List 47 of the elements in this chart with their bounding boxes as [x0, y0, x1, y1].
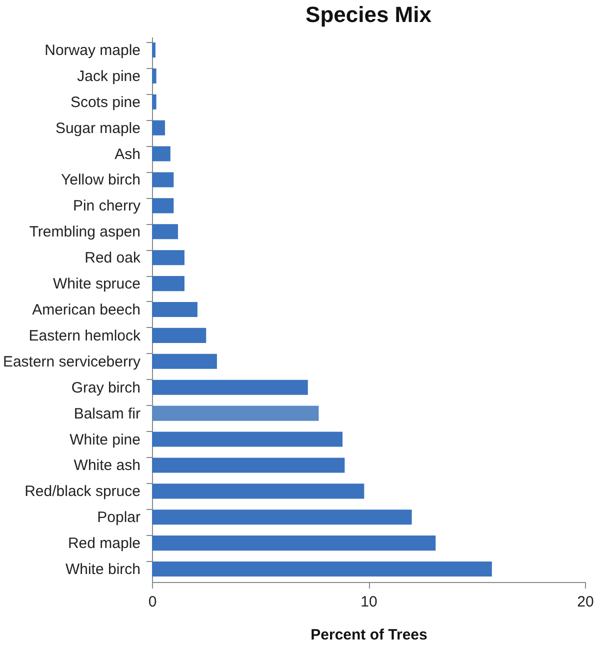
x-axis-title: Percent of Trees — [310, 626, 428, 644]
y-tick-label: Sugar maple — [55, 120, 140, 137]
y-tick-label: Trembling aspen — [29, 224, 140, 241]
bar — [152, 458, 345, 473]
bar — [152, 562, 492, 577]
bar — [152, 536, 436, 551]
bar — [152, 224, 178, 240]
bar — [152, 510, 412, 525]
bar — [152, 42, 156, 58]
bar — [152, 380, 308, 395]
y-tick-label: White ash — [74, 457, 140, 474]
x-tick-label: 20 — [577, 594, 594, 610]
bar — [152, 250, 184, 266]
bar — [152, 354, 217, 369]
bar — [152, 484, 364, 499]
bar — [152, 68, 156, 84]
y-tick-label: Red oak — [84, 250, 141, 267]
bar — [152, 406, 319, 421]
y-tick-label: Norway maple — [44, 42, 140, 59]
y-tick-label: Eastern serviceberry — [2, 353, 141, 370]
y-tick-label: White birch — [65, 561, 140, 578]
y-tick-label: Balsam fir — [74, 405, 140, 422]
y-tick-label: American beech — [32, 302, 140, 318]
bar — [152, 146, 170, 162]
y-tick-label: Scots pine — [70, 94, 140, 111]
x-tick-label: 0 — [148, 594, 157, 610]
y-tick-label: Gray birch — [71, 379, 140, 396]
y-tick-label: Eastern hemlock — [28, 327, 141, 344]
y-tick-label: White spruce — [52, 276, 140, 293]
bar — [152, 198, 174, 214]
bar — [152, 94, 156, 110]
bar — [152, 432, 343, 447]
bar — [152, 172, 174, 188]
bar — [152, 120, 165, 136]
y-tick-label: Pin cherry — [72, 198, 141, 215]
bar — [152, 302, 198, 318]
bar — [152, 276, 184, 292]
y-tick-label: Yellow birch — [61, 172, 140, 189]
bar — [152, 328, 206, 343]
chart-title: Species Mix — [306, 2, 432, 27]
x-tick-label: 10 — [360, 594, 378, 610]
y-tick-label: Red maple — [68, 535, 140, 552]
y-tick-label: Ash — [114, 146, 140, 163]
y-tick-label: Red/black spruce — [24, 483, 140, 500]
y-tick-label: Jack pine — [77, 68, 140, 85]
y-tick-label: Poplar — [97, 509, 141, 526]
y-tick-label: White pine — [70, 431, 140, 448]
